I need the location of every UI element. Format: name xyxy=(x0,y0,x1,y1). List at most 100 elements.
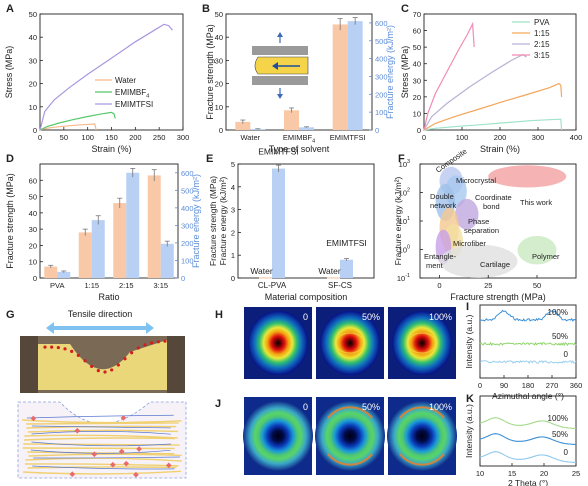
panel-g-direction-left-head xyxy=(46,322,54,334)
panel-a-x-tick-label-3: 150 xyxy=(105,133,118,142)
panel-g-schematic-crosslink-1 xyxy=(91,451,98,458)
panel-f-x-tick-label-0: 0 xyxy=(437,281,441,290)
panel-f-y-tick-label-4: 10-1 xyxy=(397,273,410,283)
panel-f-y-tick-label-3-script: 0 xyxy=(407,245,410,251)
panel-g-schematic-chain-12 xyxy=(27,466,177,469)
panel-h-label-1: 50% xyxy=(362,312,380,322)
panel-d-y-tick-label-2: 20 xyxy=(29,241,37,250)
panel-d-y2label: Fracture energy (kJ/m²) xyxy=(191,174,201,268)
panel-label-E: E xyxy=(206,153,213,165)
panel-a-x-tick-label-2: 100 xyxy=(81,133,94,142)
panel-a-y-tick-label-5: 50 xyxy=(29,10,37,19)
panel-a-series-0 xyxy=(39,123,97,131)
panel-j-arc-bottom-2 xyxy=(399,453,445,466)
panel-g-crack-dot-18 xyxy=(163,339,167,343)
panel-b-y2-tick-label-4: 400 xyxy=(375,55,388,64)
panel-d-bar-energy-1 xyxy=(91,220,105,278)
panel-i-x-tick-label-1: 90 xyxy=(500,381,508,390)
panel-f-region-9 xyxy=(439,244,518,278)
panel-c-legend-label-0: PVA xyxy=(534,18,550,27)
panel-j-pattern-0 xyxy=(243,401,313,471)
panel-g-crack-dot-9 xyxy=(103,370,107,374)
panel-e-bar-base-label-0: Water xyxy=(250,266,273,276)
panel-d-y-tick-label-4: 40 xyxy=(29,209,37,218)
panel-f-region-label-5-a: Phase xyxy=(468,217,489,226)
panel-g-crack-dot-15 xyxy=(143,343,147,347)
panel-b-y2-tick-label-5: 500 xyxy=(375,37,388,46)
panel-i-ylabel: Intensity (a.u.) xyxy=(464,314,474,368)
panel-g-schematic-crosslink-0 xyxy=(110,461,116,468)
panel-a-x-tick-label-1: 50 xyxy=(60,133,68,142)
panel-g-schematic-crosslink-8 xyxy=(133,471,139,478)
panel-b-y-tick-label-4: 40 xyxy=(215,33,223,42)
panel-f-region-label-4-b: bond xyxy=(483,202,500,211)
panel-c-y-tick-label-6: 60 xyxy=(413,27,421,36)
panel-d-y2-tick-label-1: 100 xyxy=(181,256,194,265)
panel-b-bar-energy-2 xyxy=(347,21,363,131)
panel-label-F: F xyxy=(398,153,405,165)
panel-e-bar-water-1 xyxy=(327,277,340,279)
panel-g-crack-dot-3 xyxy=(63,347,67,351)
panel-b-bar-energy-1 xyxy=(299,127,314,130)
panel-d-category-0: PVA xyxy=(50,281,64,290)
panel-d-y-tick-label-6: 60 xyxy=(29,176,37,185)
panel-f-region-label-5-b: separation xyxy=(464,226,499,235)
panel-a-x-tick-label-5: 250 xyxy=(153,133,166,142)
panel-k-x-tick-label-0: 10 xyxy=(476,469,484,478)
panel-label-G: G xyxy=(6,309,15,321)
panel-f-xlabel: Fracture strength (MPa) xyxy=(450,292,546,302)
panel-f-y-tick-label-2: 101 xyxy=(399,216,410,226)
panel-c-legend-label-3: 3:15 xyxy=(534,51,550,60)
panel-h-pattern-1 xyxy=(320,311,380,375)
panel-g-photo-grip-right xyxy=(167,336,185,393)
panel-g-crack-dot-7 xyxy=(90,364,94,368)
panel-b-category-2: EMIMTFSI xyxy=(330,133,366,142)
panel-e-xlabel: Material composition xyxy=(265,292,348,302)
panel-k-series-1 xyxy=(479,433,577,446)
panel-d-frame xyxy=(39,163,179,279)
panel-g-crack-dot-8 xyxy=(96,369,100,373)
panel-a-series-1 xyxy=(39,111,116,131)
panel-g-schematic-network-4 xyxy=(30,449,171,454)
panel-d-category-1: 1:15 xyxy=(84,281,99,290)
panel-b-bar-strength-2 xyxy=(332,24,348,130)
panel-g-schematic-crosslink-5 xyxy=(165,462,172,469)
panel-b-y-tick-label-1: 10 xyxy=(215,103,223,112)
panel-f-region-label-2: Microcrystal xyxy=(456,176,496,185)
panel-g-schematic-network-2 xyxy=(31,431,171,435)
panel-f-region-0 xyxy=(488,165,567,188)
panel-k-frame xyxy=(479,395,577,467)
panel-d-y2-tick-label-6: 600 xyxy=(181,169,194,178)
panel-f-y-tick-label-1: 102 xyxy=(399,188,410,198)
panel-g-schematic-chain-0 xyxy=(22,419,182,424)
panel-f-region-label-7-a: Entangle- xyxy=(424,252,457,261)
panel-k-x-tick-label-3: 25 xyxy=(572,469,580,478)
panel-g-schematic-network-5 xyxy=(33,456,180,459)
panel-label-I: I xyxy=(466,301,469,313)
panel-b-inset-up-head xyxy=(277,32,283,37)
panel-e-category-1: SF-CS xyxy=(328,281,352,290)
panel-f-x-tick-label-2: 50 xyxy=(533,281,541,290)
panel-g-schematic-crosslink-3 xyxy=(74,427,81,434)
panel-b-y-tick-label-2: 20 xyxy=(215,80,223,89)
panel-i-x-tick-label-3: 270 xyxy=(546,381,559,390)
panel-label-J: J xyxy=(215,398,221,410)
panel-b-bar-strength-1 xyxy=(284,110,299,130)
panel-d-y-tick-label-3: 30 xyxy=(29,225,37,234)
panel-g-schematic-chain-4 xyxy=(24,434,178,439)
panel-h-label-2: 100% xyxy=(429,312,452,322)
panel-b-category-1-script: 4 xyxy=(312,139,315,145)
panel-a-xlabel: Strain (%) xyxy=(91,144,131,154)
panel-f-x-tick-label-1: 25 xyxy=(484,281,492,290)
panel-label-D: D xyxy=(6,153,14,165)
panel-e-y-tick-label-4: 4 xyxy=(231,183,235,192)
panel-e-bar-top-label-0: EMIMTFSI xyxy=(258,147,299,157)
panel-d-bar-strength-0 xyxy=(44,266,58,278)
panel-a-y-tick-label-4: 40 xyxy=(29,33,37,42)
panel-a-ylabel: Stress (MPa) xyxy=(4,46,14,99)
panel-k-series-2 xyxy=(479,451,577,464)
panel-b-y2-tick-label-6: 600 xyxy=(375,19,388,28)
panel-g-schematic-crosslink-10 xyxy=(123,460,130,467)
panel-j-pattern-2 xyxy=(387,401,457,471)
